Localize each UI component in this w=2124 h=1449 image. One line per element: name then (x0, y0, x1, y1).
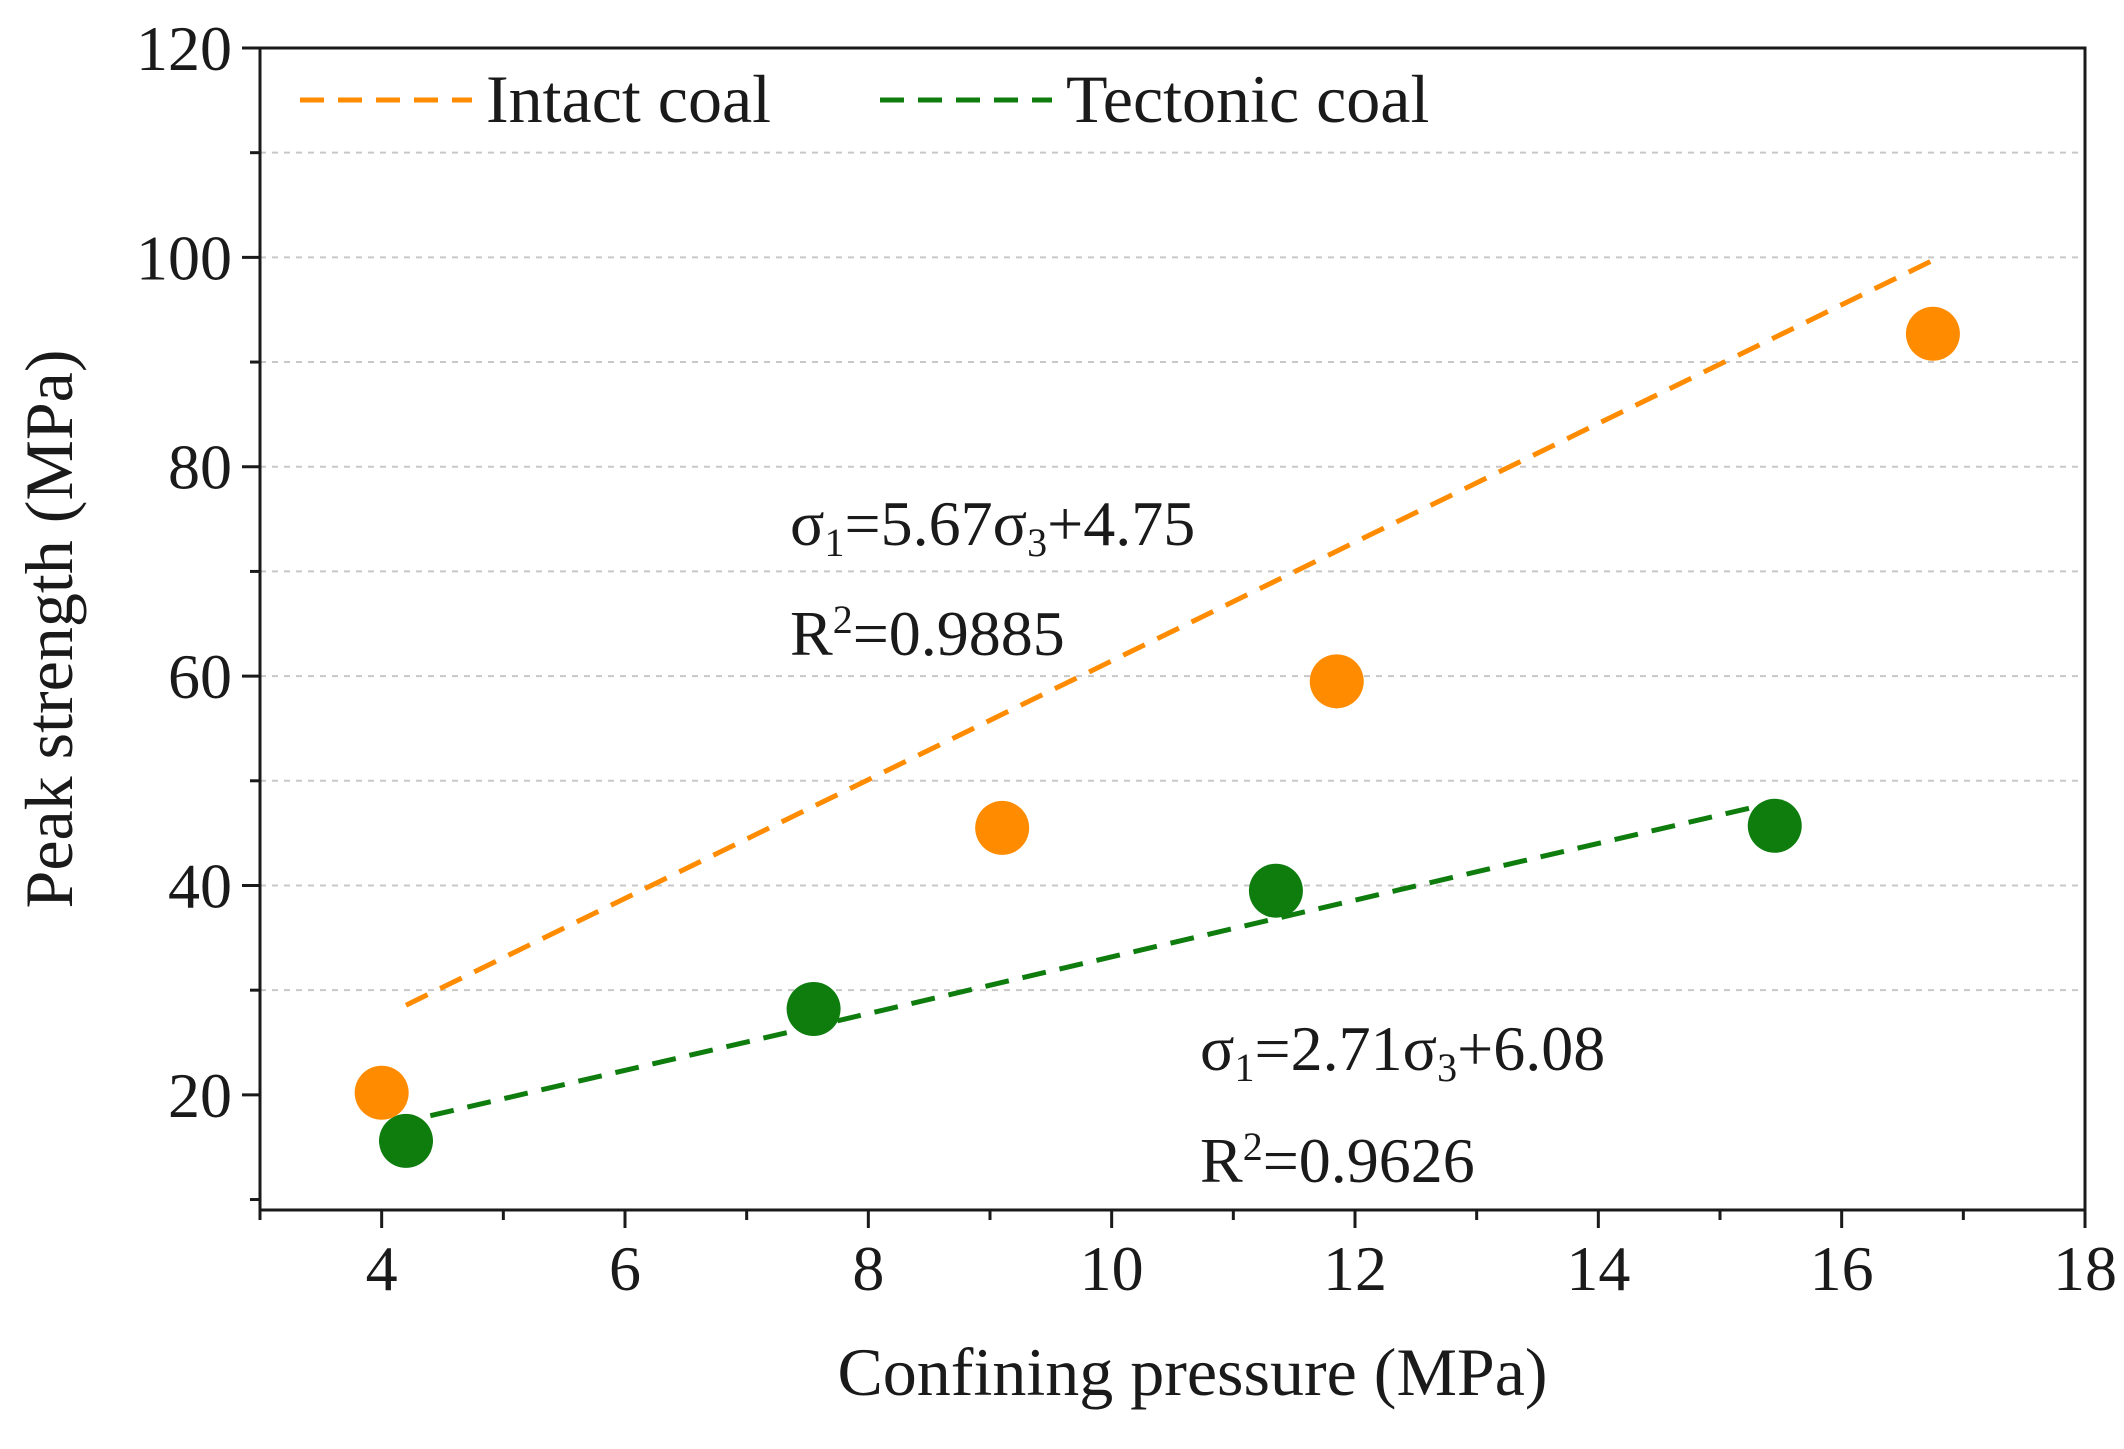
x-tick-label: 6 (609, 1233, 641, 1304)
fit-equation: σ1=5.67σ3+4.75 (790, 488, 1195, 565)
y-tick-label: 60 (168, 641, 232, 712)
fit-equation: σ1=2.71σ3+6.08 (1200, 1013, 1605, 1090)
legend-label: Intact coal (486, 61, 771, 137)
data-point-tectonic (379, 1113, 433, 1168)
x-tick-label: 8 (852, 1233, 884, 1304)
legend-label: Tectonic coal (1066, 61, 1429, 137)
y-tick-label: 80 (168, 432, 232, 503)
y-axis-title: Peak strength (MPa) (11, 349, 87, 908)
fit-line-intact (404, 255, 1941, 1008)
y-tick-label: 120 (136, 13, 232, 84)
fit-line-tectonic (429, 801, 1770, 1119)
y-tick-label: 40 (168, 850, 232, 921)
r-squared: R2=0.9885 (790, 597, 1065, 669)
x-tick-label: 10 (1080, 1233, 1144, 1304)
data-point-tectonic (1248, 863, 1303, 918)
y-tick-label: 100 (136, 222, 232, 293)
data-point-intact (354, 1065, 409, 1120)
x-tick-label: 18 (2053, 1233, 2117, 1304)
x-tick-label: 14 (1566, 1233, 1630, 1304)
y-tick-label: 20 (168, 1060, 232, 1131)
x-tick-label: 12 (1323, 1233, 1387, 1304)
data-point-tectonic (1747, 798, 1802, 853)
data-point-tectonic (786, 982, 841, 1037)
data-point-intact (1905, 306, 1960, 361)
data-point-intact (975, 800, 1030, 855)
data-point-intact (1309, 654, 1364, 709)
x-tick-label: 4 (366, 1233, 398, 1304)
x-tick-label: 16 (1810, 1233, 1874, 1304)
plot-frame (258, 46, 2087, 1212)
x-axis-title: Confining pressure (MPa) (837, 1334, 1547, 1410)
r-squared: R2=0.9626 (1200, 1124, 1475, 1196)
